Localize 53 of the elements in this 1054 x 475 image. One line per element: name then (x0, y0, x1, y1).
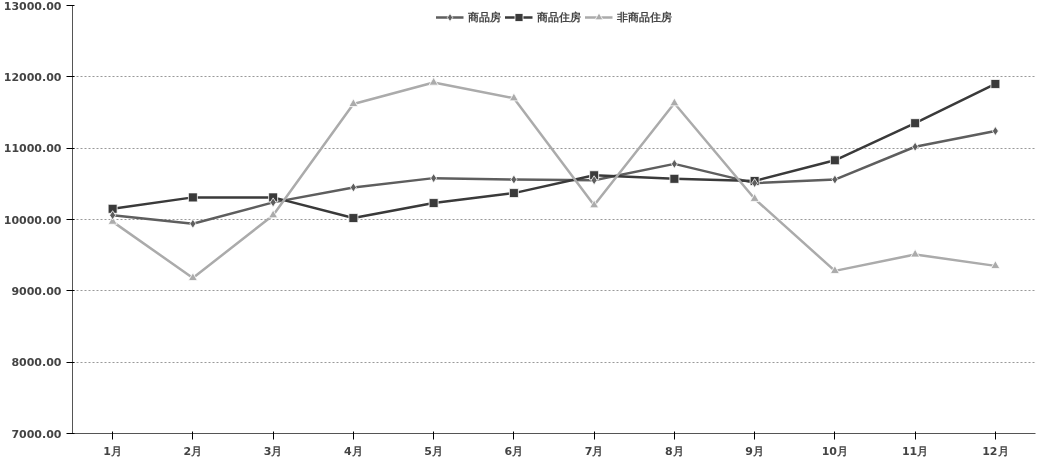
point (109, 210, 117, 221)
point (508, 92, 519, 102)
y-tick-label: 8000.00 (11, 356, 62, 370)
x-tick-label: 12月 (982, 444, 1009, 458)
point (268, 209, 279, 219)
x-tick-label: 8月 (665, 444, 684, 458)
x-tick-label: 1月 (103, 444, 122, 458)
point (187, 272, 198, 281)
x-tick-label: 10月 (821, 444, 849, 458)
point (430, 173, 438, 184)
point (189, 218, 197, 229)
point (590, 175, 598, 186)
x-tick-label: 11月 (901, 444, 929, 458)
point (348, 98, 359, 107)
y-tick-label: 10000.00 (3, 213, 62, 227)
legend-label: 非商品住房 (617, 9, 672, 25)
x-tick-label: 4月 (344, 444, 363, 458)
point (428, 76, 439, 86)
legend-label: 商品房 (468, 9, 501, 25)
x-tick-label: 5月 (424, 444, 443, 458)
point (669, 97, 680, 107)
x-tick-label: 2月 (183, 444, 203, 458)
point (829, 155, 840, 166)
point (910, 118, 921, 129)
y-tick-label: 11000.00 (3, 142, 62, 156)
point (510, 174, 518, 185)
x-tick-label: 6月 (504, 444, 524, 458)
y-tick-label: 13000.00 (3, 0, 62, 13)
point (269, 197, 277, 208)
y-tick-label: 9000.00 (11, 284, 62, 298)
x-tick-label: 7月 (584, 444, 604, 458)
point (589, 199, 600, 209)
x-tick-label: 9月 (745, 444, 764, 458)
point (910, 248, 921, 258)
point (349, 182, 357, 193)
point (990, 260, 1001, 269)
point (749, 193, 760, 202)
point (990, 79, 1001, 89)
point (911, 141, 919, 152)
point (670, 158, 678, 169)
point (991, 126, 999, 136)
y-tick-label: 12000.00 (3, 70, 62, 84)
x-tick-label: 3月 (263, 444, 283, 458)
point (428, 198, 439, 208)
point (508, 188, 519, 199)
y-tick-label: 7000.00 (11, 427, 62, 441)
point (107, 203, 118, 214)
point (831, 174, 839, 185)
point (829, 265, 840, 274)
point (669, 173, 680, 184)
point (187, 192, 198, 203)
legend-label: 商品住房 (537, 9, 581, 25)
point (348, 213, 359, 223)
